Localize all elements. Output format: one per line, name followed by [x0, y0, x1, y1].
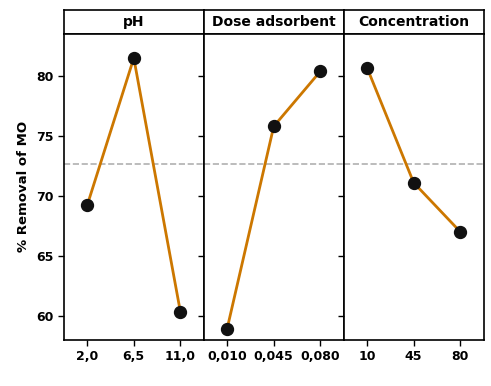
Point	[223, 326, 231, 332]
Text: pH: pH	[123, 15, 144, 29]
Point	[130, 55, 137, 61]
Y-axis label: % Removal of MO: % Removal of MO	[17, 121, 30, 252]
Text: Dose adsorbent: Dose adsorbent	[212, 15, 336, 29]
Point	[270, 123, 277, 129]
Point	[456, 229, 464, 235]
Text: Concentration: Concentration	[358, 15, 469, 29]
Point	[176, 309, 184, 315]
Point	[363, 64, 371, 71]
Point	[83, 202, 91, 208]
Point	[316, 68, 324, 74]
Point	[409, 179, 417, 186]
